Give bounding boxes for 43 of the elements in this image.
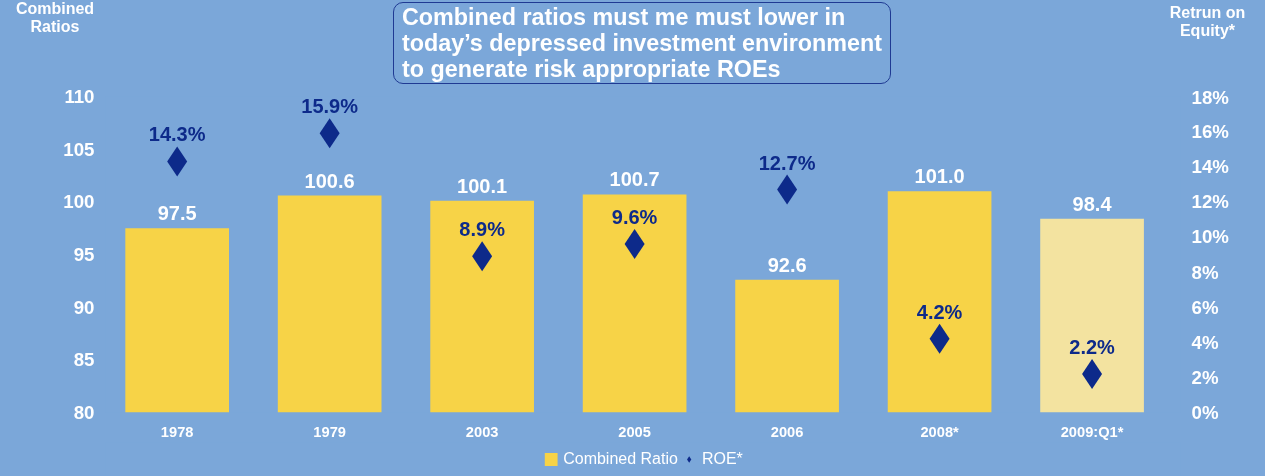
y2-axis-title: Retrun on Equity* xyxy=(1168,4,1247,40)
data-label: 92.6 xyxy=(767,253,807,276)
data-label: 12.7% xyxy=(758,151,816,174)
y2-tick-label: 2% xyxy=(1191,366,1219,388)
x-tick-label: 2003 xyxy=(465,423,499,440)
data-label: 4.2% xyxy=(916,300,963,323)
data-label: 9.6% xyxy=(611,205,658,228)
y-tick-label: 80 xyxy=(73,402,95,423)
data-label: 100.7 xyxy=(609,168,660,191)
data-label: 100.6 xyxy=(304,169,355,192)
y2-tick-label: 0% xyxy=(1191,402,1219,423)
y-tick-label: 85 xyxy=(73,349,95,371)
x-tick-label: 1979 xyxy=(313,423,346,440)
x-tick-label: 1978 xyxy=(160,423,194,440)
y2-tick-label: 6% xyxy=(1191,296,1219,318)
data-label: 15.9% xyxy=(301,95,359,118)
legend-label: Combined Ratio xyxy=(563,450,678,468)
y2-tick-label: 14% xyxy=(1191,156,1230,178)
y2-tick-label: 4% xyxy=(1191,331,1219,353)
y-tick-label: 105 xyxy=(63,138,95,160)
x-tick-label: 2005 xyxy=(618,423,651,440)
y-axis-title: Combined Ratios xyxy=(14,0,96,36)
x-tick-label: 2009:Q1* xyxy=(1060,423,1124,440)
y2-tick-label: 16% xyxy=(1191,121,1230,143)
y2-tick-label: 10% xyxy=(1191,226,1230,248)
data-label: 98.4 xyxy=(1072,192,1113,215)
data-label: 97.5 xyxy=(157,202,197,225)
data-label: 100.1 xyxy=(457,174,508,197)
data-label: 2.2% xyxy=(1069,335,1116,358)
data-label: 101.0 xyxy=(914,165,965,188)
x-tick-label: 2006 xyxy=(770,423,804,440)
y-tick-label: 90 xyxy=(73,296,95,318)
y2-tick-label: 8% xyxy=(1191,261,1219,283)
y2-tick-label: 18% xyxy=(1191,86,1230,108)
x-tick-label: 2008* xyxy=(920,423,960,440)
y-tick-label: 110 xyxy=(64,86,95,107)
data-label: 8.9% xyxy=(459,218,506,241)
y-tick-label: 95 xyxy=(73,244,95,265)
y2-tick-label: 12% xyxy=(1191,191,1230,213)
legend-label: ROE* xyxy=(701,450,743,468)
chart-title: Combined ratios must me must lower in today’s depressed investment environment to generate risk appropriate ROEs xyxy=(393,2,892,85)
data-label: 14.3% xyxy=(148,123,206,146)
y-tick-label: 100 xyxy=(63,191,95,213)
